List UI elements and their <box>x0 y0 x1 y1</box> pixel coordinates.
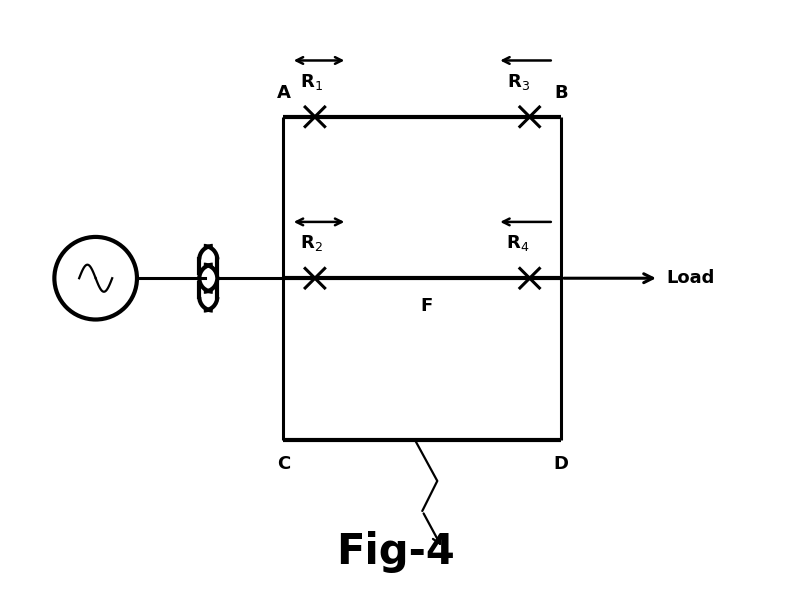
Text: D: D <box>554 455 569 473</box>
Text: Fig-4: Fig-4 <box>337 531 455 573</box>
Text: R$_4$: R$_4$ <box>506 233 530 253</box>
Text: B: B <box>554 84 568 102</box>
Text: Load: Load <box>666 269 714 287</box>
Text: R$_3$: R$_3$ <box>507 72 530 92</box>
Text: A: A <box>276 84 291 102</box>
Text: F: F <box>420 297 432 315</box>
Text: R$_2$: R$_2$ <box>300 233 323 253</box>
Text: C: C <box>276 455 290 473</box>
Text: R$_1$: R$_1$ <box>300 72 323 92</box>
